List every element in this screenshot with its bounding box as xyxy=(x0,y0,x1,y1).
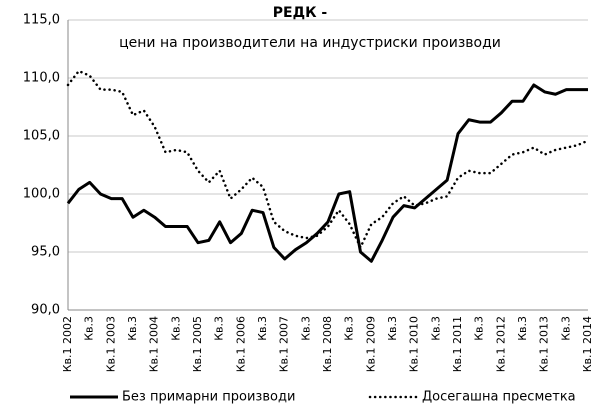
x-tick-label: Кв.3 xyxy=(299,316,312,341)
series-line xyxy=(66,69,590,249)
legend-label: Досегашна пресметка xyxy=(422,390,576,405)
legend-label: Без примарни производи xyxy=(122,390,295,405)
y-tick-label: 105,0 xyxy=(23,129,60,144)
x-tick-label: Кв.3 xyxy=(429,316,442,341)
x-tick-label: Кв.3 xyxy=(256,316,269,341)
y-tick-label: 90,0 xyxy=(31,303,60,318)
x-tick-label: Кв.1 2010 xyxy=(408,316,421,372)
x-tick-label: Кв.1 2005 xyxy=(191,316,204,372)
chart-subtitle: цени на производители на индустриски про… xyxy=(119,35,501,51)
x-tick-label: Кв.3 xyxy=(169,316,182,341)
x-tick-label: Кв.1 2008 xyxy=(321,316,334,372)
x-tick-label: Кв.1 2006 xyxy=(234,316,247,372)
x-tick-label: Кв.1 2009 xyxy=(364,316,377,372)
x-tick-label: Кв.1 2004 xyxy=(148,316,161,372)
x-tick-label: Кв.1 2012 xyxy=(494,316,507,372)
x-tick-label: Кв.3 xyxy=(516,316,529,341)
y-tick-label: 115,0 xyxy=(23,13,60,28)
y-tick-label: 100,0 xyxy=(23,187,60,202)
chart-title: РЕДК - xyxy=(273,5,328,21)
series-line xyxy=(66,83,588,263)
x-tick-label: Кв.3 xyxy=(473,316,486,341)
y-tick-label: 110,0 xyxy=(23,71,60,86)
x-tick-label: Кв.3 xyxy=(126,316,139,341)
x-tick-label: Кв.3 xyxy=(343,316,356,341)
x-tick-label: Кв.1 2002 xyxy=(61,316,74,372)
x-tick-label: Кв.3 xyxy=(213,316,226,341)
y-tick-label: 95,0 xyxy=(31,245,60,260)
x-tick-label: Кв.3 xyxy=(83,316,96,341)
x-tick-label: Кв.1 2014 xyxy=(581,316,594,372)
x-tick-label: Кв.1 2003 xyxy=(104,316,117,372)
x-tick-label: Кв.3 xyxy=(386,316,399,341)
x-tick-label: Кв.3 xyxy=(559,316,572,341)
x-tick-label: Кв.1 2011 xyxy=(451,316,464,372)
x-tick-label: Кв.1 2013 xyxy=(538,316,551,372)
x-tick-label: Кв.1 2007 xyxy=(278,316,291,372)
